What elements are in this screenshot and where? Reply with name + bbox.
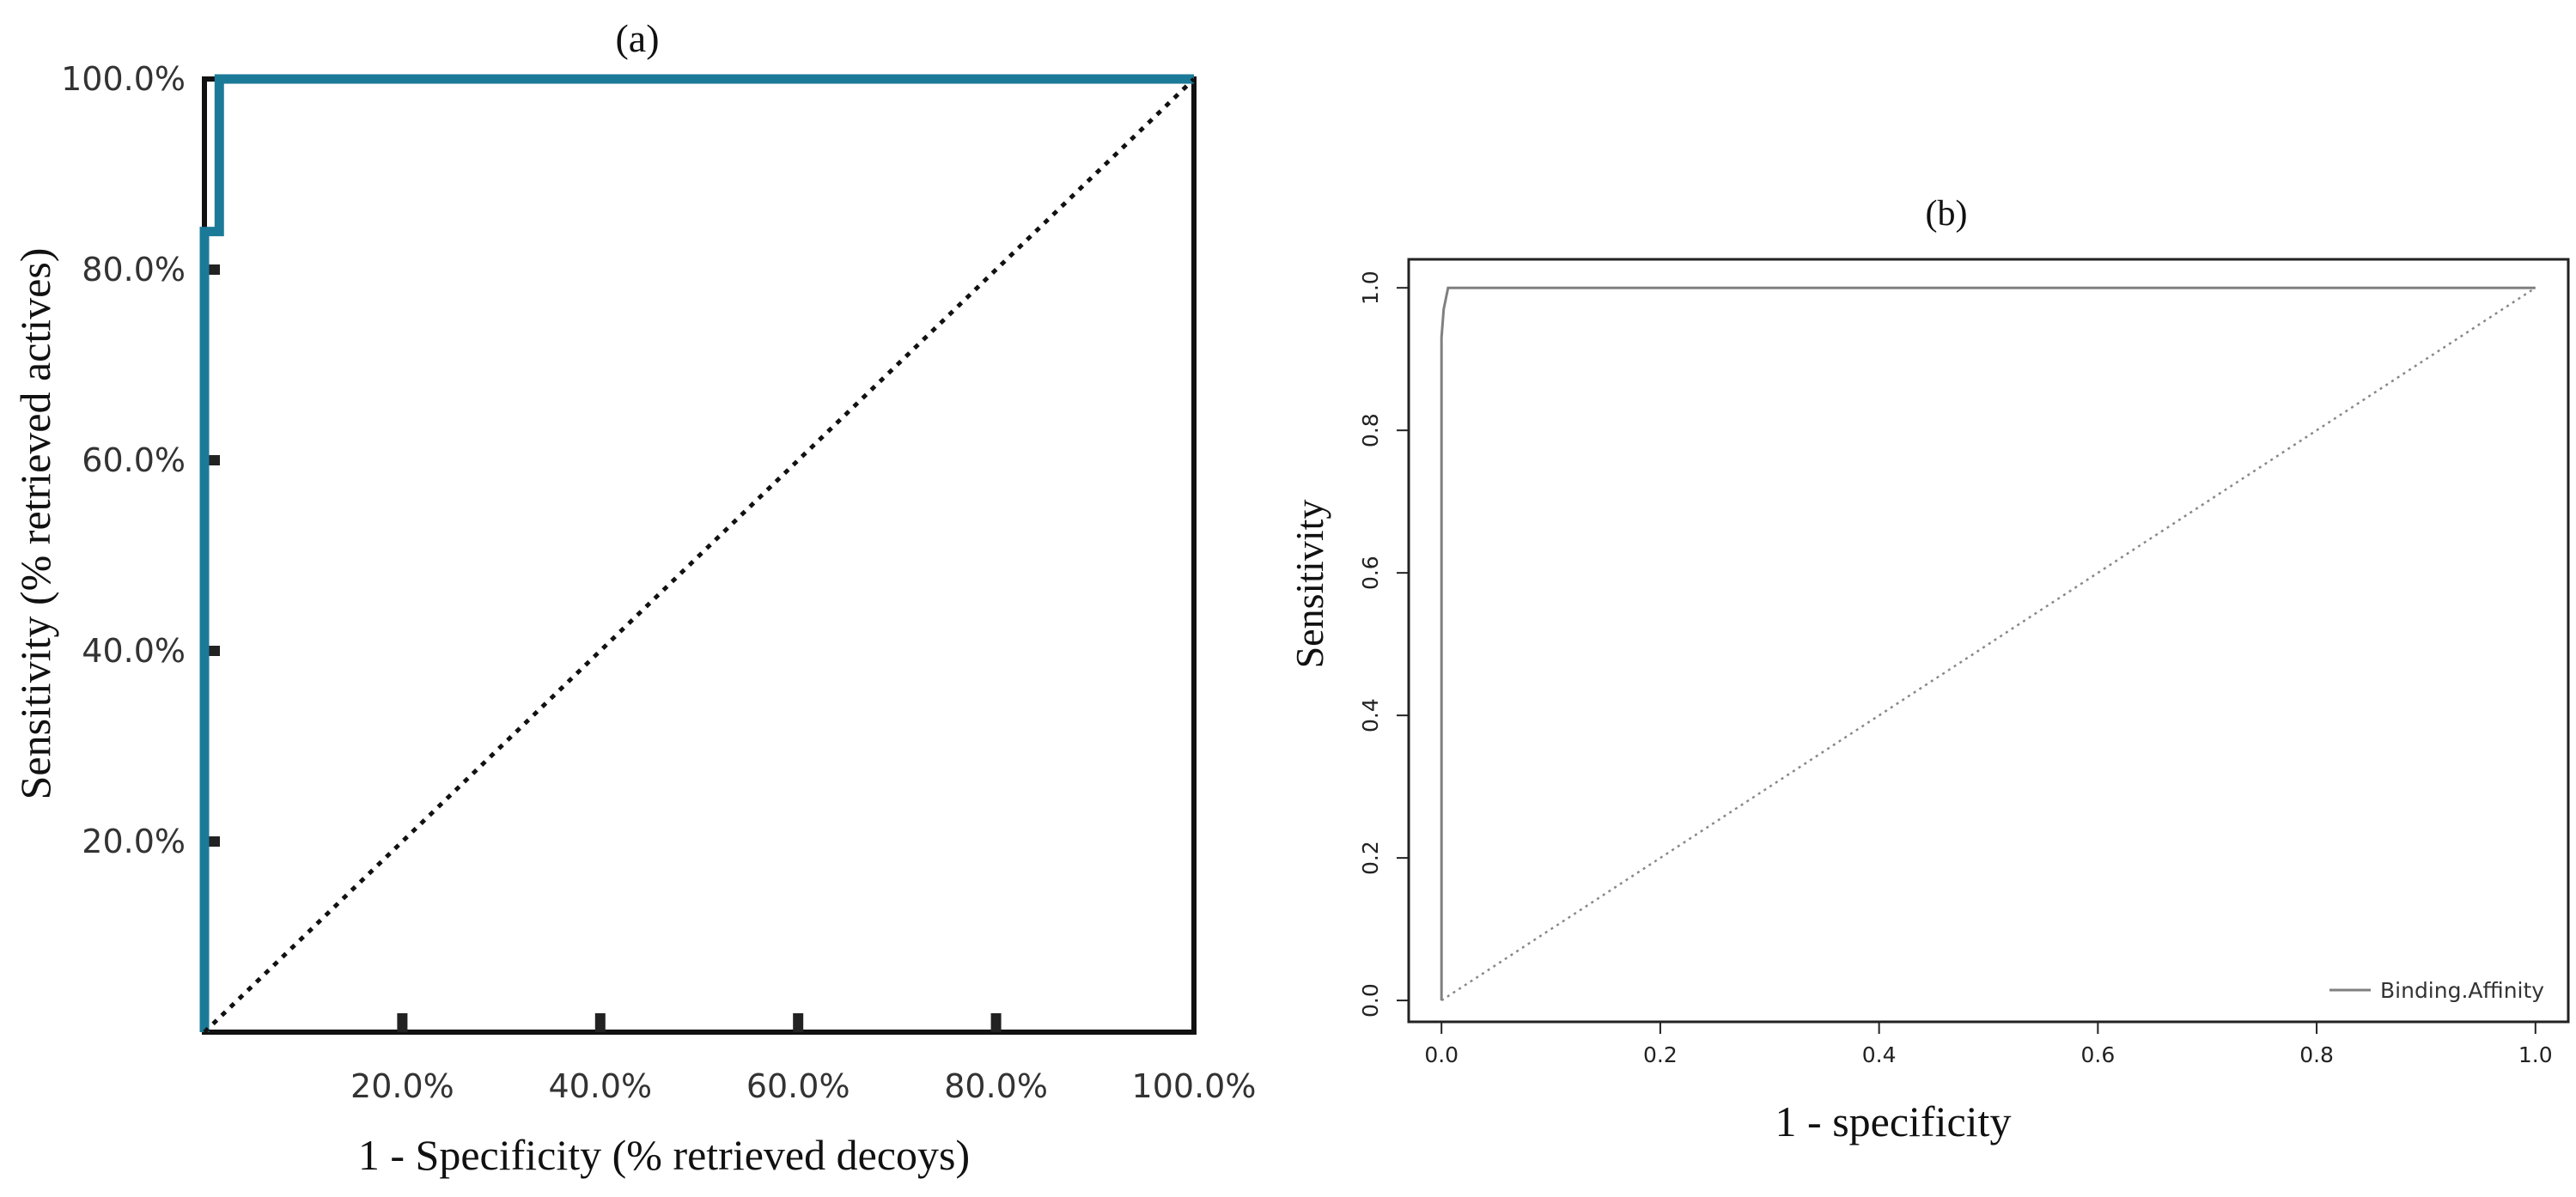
panel-b-x-axis-label: 1 - specificity: [1775, 1097, 2012, 1145]
panel-a-y-tick-label: 100.0%: [61, 60, 186, 98]
panel-b-x-tick-label: 0.2: [1643, 1042, 1678, 1067]
panel-a-x-axis-label: 1 - Specificity (% retrieved decoys): [358, 1131, 970, 1179]
panel-a-reference-diagonal-line: [203, 77, 1196, 1034]
panel-b-x-tick-label: 0.6: [2080, 1042, 2115, 1067]
panel-b-x-tick-label: 0.4: [1862, 1042, 1897, 1067]
panel-a-y-tick-label: 80.0%: [82, 251, 186, 289]
panel-b-title: (b): [1926, 194, 1968, 234]
panel-a-y-tick-label: 60.0%: [82, 441, 186, 479]
panel-a-x-tick-mark: [594, 1013, 606, 1032]
panel-a-x-ticks: 20.0% 40.0% 60.0% 80.0% 100.0%: [350, 1013, 1256, 1105]
panel-a-x-tick-label: 40.0%: [548, 1067, 652, 1105]
panel-a-series: [199, 74, 1196, 1034]
panel-a-roc-curve-line: [199, 74, 1194, 1032]
panel-b-roc-chart: (b) 0.0 0.2 0.4 0.6 0.8 1.0 0.0 0.2 0.4 0.6 0.8 1.…: [1288, 194, 2570, 1145]
panel-b-x-tick-label: 0.0: [1424, 1042, 1459, 1067]
panel-a-x-tick-label: 60.0%: [746, 1067, 850, 1105]
panel-a-x-tick-mark: [397, 1013, 408, 1032]
panel-b-roc-curve-line: [1440, 286, 2536, 1001]
panel-b-y-tick-label: 0.4: [1358, 698, 1383, 732]
panel-a-y-tick-label: 40.0%: [82, 632, 186, 670]
panel-b-x-tick-label: 0.8: [2299, 1042, 2334, 1067]
panel-b-reference-diagonal-line: [1440, 287, 2536, 1002]
panel-b-legend: Binding.Affinity: [2329, 978, 2544, 1003]
panel-b-x-tick-label: 1.0: [2518, 1042, 2553, 1067]
panel-a-x-tick-label: 20.0%: [350, 1067, 454, 1105]
panel-b-series: [1440, 286, 2536, 1002]
panel-b-x-ticks: 0.0 0.2 0.4 0.6 0.8 1.0: [1424, 1022, 2553, 1067]
panel-a-x-tick-mark: [990, 1013, 1002, 1032]
panel-b-y-tick-label: 1.0: [1358, 270, 1383, 305]
panel-a-x-tick-label: 80.0%: [944, 1067, 1048, 1105]
panel-a-title: (a): [615, 16, 659, 60]
panel-b-y-ticks: 0.0 0.2 0.4 0.6 0.8 1.0: [1358, 270, 1409, 1018]
panel-b-y-axis-label: Sensitivity: [1288, 500, 1331, 669]
panel-b-legend-label: Binding.Affinity: [2380, 978, 2544, 1003]
panel-b-y-tick-label: 0.8: [1358, 413, 1383, 447]
panel-a-x-tick-mark: [793, 1013, 804, 1032]
panel-b-y-tick-label: 0.6: [1358, 556, 1383, 590]
panel-a-roc-chart: (a) 20.0% 40.0% 60.0% 80.0% 100.0% 20.0% 40.0…: [11, 16, 1256, 1179]
panel-a-y-axis-label: Sensitivity (% retrieved actives): [11, 248, 59, 800]
panel-b-y-tick-label: 0.2: [1358, 841, 1383, 875]
panel-a-y-tick-label: 20.0%: [82, 823, 186, 860]
panel-b-plot-frame: [1407, 258, 2570, 1024]
panel-b-y-tick-label: 0.0: [1358, 983, 1383, 1018]
panel-a-x-tick-label: 100.0%: [1132, 1067, 1257, 1105]
